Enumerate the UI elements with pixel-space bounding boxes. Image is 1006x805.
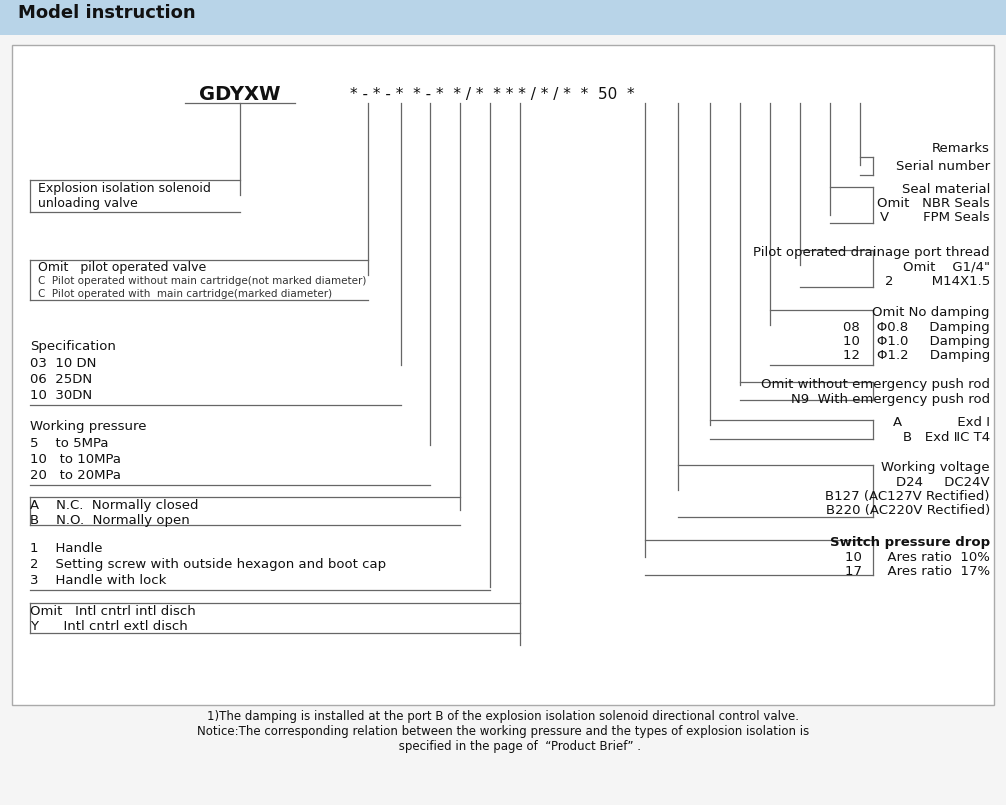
- Text: 06  25DN: 06 25DN: [30, 373, 93, 386]
- Text: B220 (AC220V Rectified): B220 (AC220V Rectified): [826, 504, 990, 517]
- Text: unloading valve: unloading valve: [38, 197, 138, 210]
- Text: Y      Intl cntrl extl disch: Y Intl cntrl extl disch: [30, 620, 188, 633]
- Text: A             Exd Ⅰ: A Exd Ⅰ: [893, 416, 990, 429]
- Text: Remarks: Remarks: [933, 142, 990, 155]
- Text: 2         M14X1.5: 2 M14X1.5: [884, 275, 990, 288]
- Bar: [0, 0, 1006, 35]
- Text: Serial number: Serial number: [896, 160, 990, 173]
- Text: V        FPM Seals: V FPM Seals: [880, 211, 990, 224]
- Text: C  Pilot operated without main cartridge(not marked diameter): C Pilot operated without main cartridge(…: [38, 276, 366, 286]
- Text: 1)The damping is installed at the port B of the explosion isolation solenoid dir: 1)The damping is installed at the port B…: [207, 710, 799, 723]
- Text: * - * - *  * - *  * / *  * * * / * / *  *  50  *: * - * - * * - * * / * * * * / * / * * 50…: [350, 88, 635, 102]
- Text: Omit without emergency push rod: Omit without emergency push rod: [761, 378, 990, 391]
- Text: Seal material: Seal material: [901, 183, 990, 196]
- Text: B   Exd ⅡC T4: B Exd ⅡC T4: [902, 431, 990, 444]
- Text: Explosion isolation solenoid: Explosion isolation solenoid: [38, 182, 211, 195]
- Text: C  Pilot operated with  main cartridge(marked diameter): C Pilot operated with main cartridge(mar…: [38, 289, 332, 299]
- Text: 03  10 DN: 03 10 DN: [30, 357, 97, 370]
- Text: 08    Φ0.8     Damping: 08 Φ0.8 Damping: [843, 321, 990, 334]
- Text: 1    Handle: 1 Handle: [30, 542, 103, 555]
- Text: 10  30DN: 10 30DN: [30, 389, 93, 402]
- Text: Working voltage: Working voltage: [881, 461, 990, 474]
- Text: N9  With emergency push rod: N9 With emergency push rod: [791, 393, 990, 406]
- Text: 17      Ares ratio  17%: 17 Ares ratio 17%: [845, 565, 990, 578]
- Text: D24     DC24V: D24 DC24V: [896, 476, 990, 489]
- Text: Omit   NBR Seals: Omit NBR Seals: [877, 197, 990, 210]
- Text: Switch pressure drop: Switch pressure drop: [830, 536, 990, 549]
- Text: Working pressure: Working pressure: [30, 420, 147, 433]
- Bar: [12, 45, 994, 705]
- Text: Omit No damping: Omit No damping: [872, 306, 990, 319]
- Text: 10    Φ1.0     Damping: 10 Φ1.0 Damping: [843, 335, 990, 348]
- Text: 10      Ares ratio  10%: 10 Ares ratio 10%: [845, 551, 990, 564]
- Text: Specification: Specification: [30, 340, 116, 353]
- Text: GDYXW: GDYXW: [199, 85, 281, 105]
- Text: Pilot operated drainage port thread: Pilot operated drainage port thread: [753, 246, 990, 259]
- Text: 12    Φ1.2     Damping: 12 Φ1.2 Damping: [843, 349, 990, 362]
- Text: A    N.C.  Normally closed: A N.C. Normally closed: [30, 499, 198, 512]
- Text: B127 (AC127V Rectified): B127 (AC127V Rectified): [826, 490, 990, 503]
- Text: 2    Setting screw with outside hexagon and boot cap: 2 Setting screw with outside hexagon and…: [30, 558, 386, 571]
- Text: 10   to 10MPa: 10 to 10MPa: [30, 453, 121, 466]
- Text: Model instruction: Model instruction: [18, 4, 195, 22]
- Text: Omit   pilot operated valve: Omit pilot operated valve: [38, 261, 206, 274]
- Text: 3    Handle with lock: 3 Handle with lock: [30, 574, 166, 587]
- Text: Notice:The corresponding relation between the working pressure and the types of : Notice:The corresponding relation betwee…: [197, 725, 809, 738]
- Text: 5    to 5MPa: 5 to 5MPa: [30, 437, 109, 450]
- Text: 20   to 20MPa: 20 to 20MPa: [30, 469, 121, 482]
- Text: Omit   Intl cntrl intl disch: Omit Intl cntrl intl disch: [30, 605, 196, 618]
- Text: specified in the page of  “Product Brief” .: specified in the page of “Product Brief”…: [365, 740, 641, 753]
- Text: B    N.O.  Normally open: B N.O. Normally open: [30, 514, 190, 527]
- Text: Omit    G1/4": Omit G1/4": [903, 261, 990, 274]
